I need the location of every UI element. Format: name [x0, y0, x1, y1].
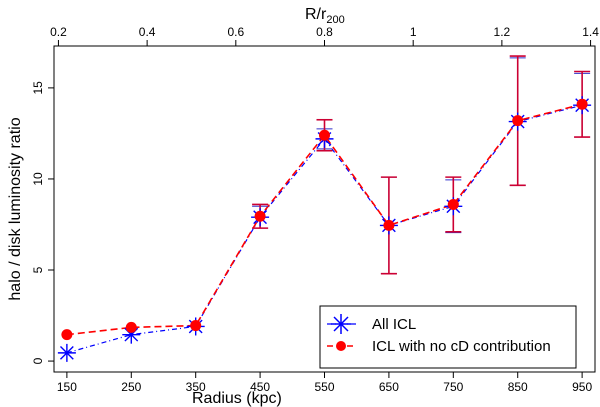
legend-all-icl-label: All ICL: [372, 316, 416, 333]
x-tick-label: 250: [121, 380, 141, 394]
y-tick-label: 15: [31, 81, 45, 95]
top-axis-title: R/r200: [305, 6, 345, 26]
top-x-tick-label: 1: [410, 25, 417, 39]
legend-all-icl-marker: [331, 314, 351, 334]
x-tick-label: 950: [572, 380, 592, 394]
y-tick-label: 0: [31, 357, 45, 364]
top-x-tick-label: 0.8: [316, 25, 333, 39]
legend-no-cd-label: ICL with no cD contribution: [372, 338, 551, 355]
legend-no-cd-marker: [336, 341, 346, 351]
all-icl-point: [57, 343, 76, 362]
no-cd-point: [383, 219, 395, 231]
legend-box: [319, 305, 577, 369]
no-cd-point: [512, 115, 524, 127]
top-x-axis: 0.2 0.4 0.6 0.8 1 1.2 1.4: [50, 25, 599, 46]
x-axis-title: Radius (kpc): [192, 390, 282, 407]
x-tick-label: 850: [508, 380, 528, 394]
x-tick-label: 550: [314, 380, 334, 394]
top-x-tick-label: 0.2: [50, 25, 67, 39]
no-cd-polyline: [66, 103, 583, 336]
y-tick-label: 10: [31, 172, 45, 186]
series-no-cd-line: [66, 103, 583, 336]
legend: All ICL ICL with no cD contribution: [319, 305, 577, 369]
y-axis: 0 5 10 15: [31, 81, 54, 364]
no-cd-point: [190, 320, 202, 332]
no-cd-point: [576, 98, 588, 110]
x-tick-label: 150: [57, 380, 77, 394]
x-tick-label: 650: [379, 380, 399, 394]
top-x-tick-label: 1.2: [494, 25, 511, 39]
no-cd-point: [61, 329, 73, 341]
y-axis-title: halo / disk luminosity ratio: [7, 117, 24, 300]
series-no-cd-markers: [61, 98, 588, 341]
no-cd-point: [447, 198, 459, 210]
no-cd-point: [125, 321, 137, 333]
top-x-tick-label: 0.6: [227, 25, 244, 39]
bottom-x-axis: 150 250 350 450 550 650 750 850 950: [57, 372, 592, 394]
no-cd-point: [319, 129, 330, 141]
x-tick-label: 450: [250, 380, 270, 394]
top-x-tick-label: 1.4: [582, 25, 599, 39]
y-tick-label: 5: [31, 266, 45, 273]
no-cd-point: [254, 210, 266, 222]
x-tick-label: 750: [443, 380, 463, 394]
x-tick-label: 350: [186, 380, 206, 394]
top-x-tick-label: 0.4: [139, 25, 156, 39]
